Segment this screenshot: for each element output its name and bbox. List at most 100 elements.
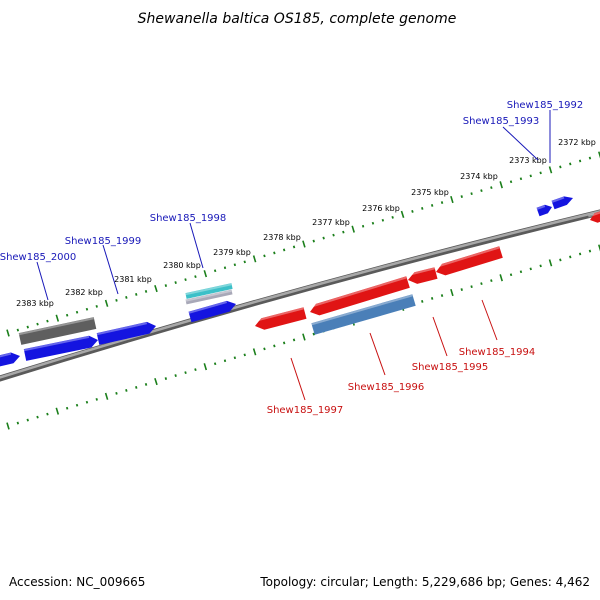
- gene-reverse-edge-feature[interactable]: [588, 210, 600, 223]
- bottom-row-major-tick: [203, 363, 208, 371]
- gene-leader-line: [369, 332, 386, 376]
- tick-label: 2379 kbp: [213, 248, 251, 257]
- bottom-row-minor-tick: [460, 288, 463, 291]
- bottom-row-major-tick: [55, 407, 60, 415]
- bottom-row-minor-tick: [529, 267, 532, 271]
- top-row-major-tick: [302, 240, 306, 248]
- gene-label-shew185-1992[interactable]: Shew185_1992: [507, 100, 584, 111]
- bottom-row-minor-tick: [135, 386, 138, 389]
- bottom-row-minor-tick: [164, 377, 168, 380]
- bottom-row-minor-tick: [263, 347, 266, 351]
- bottom-row-minor-tick: [470, 285, 473, 289]
- gene-leader-line: [432, 316, 448, 357]
- gene-gray-feature[interactable]: [18, 317, 97, 345]
- top-row-major-tick: [400, 210, 405, 218]
- bottom-row-minor-tick: [144, 383, 148, 386]
- gene-cyan-feature[interactable]: [185, 283, 233, 299]
- top-row-minor-tick: [480, 189, 483, 193]
- tick-label: 2382 kbp: [65, 288, 103, 297]
- gene-shew185-1997-feature[interactable]: [253, 307, 307, 330]
- bottom-row-minor-tick: [480, 282, 483, 286]
- gene-label-shew185-1993[interactable]: Shew185_1993: [463, 116, 540, 127]
- gene-shew185-1998-feature[interactable]: [188, 300, 237, 323]
- bottom-row-minor-tick: [213, 362, 217, 366]
- gene-gray-small-feature[interactable]: [185, 289, 233, 305]
- top-row-major-tick: [351, 225, 355, 233]
- bottom-row-minor-tick: [233, 356, 237, 360]
- bottom-row-minor-tick: [65, 406, 69, 410]
- gene-shew185-1995-feature[interactable]: [406, 267, 438, 284]
- top-row-minor-tick: [460, 195, 463, 198]
- tick-row-bottom: [6, 244, 600, 430]
- bottom-row-minor-tick: [36, 415, 39, 419]
- gene-steel-feature[interactable]: [311, 294, 416, 335]
- tick-label: 2372 kbp: [558, 138, 596, 147]
- accession-label: Accession: NC_009665: [9, 575, 146, 589]
- top-row-minor-tick: [135, 293, 138, 296]
- top-row-minor-tick: [381, 218, 385, 222]
- gene-label-shew185-1996[interactable]: Shew185_1996: [348, 382, 425, 393]
- gene-shew185-1993-feature[interactable]: [536, 204, 553, 217]
- top-row-minor-tick: [509, 180, 513, 184]
- top-row-minor-tick: [85, 307, 89, 311]
- top-row-minor-tick: [243, 260, 246, 264]
- bottom-row-minor-tick: [282, 341, 286, 345]
- bottom-row-minor-tick: [194, 368, 197, 372]
- top-row-major-tick: [55, 314, 60, 322]
- gene-label-shew185-1994[interactable]: Shew185_1994: [459, 347, 536, 358]
- bottom-row-minor-tick: [430, 297, 434, 300]
- gene-label-shew185-1997[interactable]: Shew185_1997: [267, 405, 344, 416]
- tick-label: 2375 kbp: [411, 188, 449, 197]
- bottom-row-minor-tick: [85, 400, 89, 404]
- map-title: Shewanella baltica OS185, complete genom…: [138, 11, 457, 27]
- top-row-minor-tick: [292, 245, 296, 249]
- gene-shew185-1996-feature[interactable]: [307, 276, 410, 316]
- top-row-minor-tick: [430, 204, 434, 207]
- gene-shew185-1992-feature[interactable]: [551, 196, 574, 210]
- top-row-minor-tick: [144, 290, 148, 293]
- top-row-minor-tick: [194, 275, 197, 279]
- top-row-minor-tick: [16, 328, 20, 332]
- top-row-minor-tick: [125, 296, 128, 299]
- gene-label-shew185-1999[interactable]: Shew185_1999: [65, 236, 142, 247]
- gene-leader-line: [290, 357, 306, 401]
- top-row-minor-tick: [312, 239, 315, 243]
- gene-label-shew185-1995[interactable]: Shew185_1995: [412, 362, 489, 373]
- bottom-row-minor-tick: [292, 338, 296, 342]
- bottom-row-minor-tick: [243, 353, 246, 357]
- top-row-minor-tick: [164, 284, 168, 287]
- top-row-minor-tick: [115, 298, 118, 302]
- bottom-row-minor-tick: [588, 249, 592, 253]
- top-row-major-tick: [450, 195, 454, 204]
- gene-label-shew185-1998[interactable]: Shew185_1998: [150, 213, 227, 224]
- top-row-minor-tick: [213, 269, 217, 273]
- gene-shew185-2000-feature[interactable]: [23, 335, 98, 361]
- tick-label: 2383 kbp: [16, 299, 54, 308]
- top-row-major-tick: [104, 299, 109, 307]
- gene-shew185-2001[interactable]: [0, 352, 20, 368]
- bottom-row-minor-tick: [75, 403, 79, 407]
- top-row-minor-tick: [223, 266, 227, 270]
- tick-label: 2374 kbp: [460, 172, 498, 181]
- gene-shew185-1994-feature[interactable]: [433, 246, 503, 276]
- tick-label: 2381 kbp: [114, 275, 152, 284]
- gene-shew185-1999-feature[interactable]: [96, 321, 156, 345]
- top-row-minor-tick: [263, 254, 266, 258]
- bottom-row-major-tick: [6, 422, 10, 430]
- bottom-row-major-tick: [450, 288, 454, 297]
- tick-label: 2377 kbp: [312, 218, 350, 227]
- bottom-row-minor-tick: [509, 273, 513, 277]
- top-row-major-tick: [252, 255, 257, 263]
- bottom-row-minor-tick: [115, 391, 118, 395]
- top-row-minor-tick: [174, 281, 177, 284]
- top-row-major-tick: [154, 284, 158, 293]
- bottom-row-minor-tick: [184, 371, 187, 375]
- bottom-row-major-tick: [154, 377, 158, 386]
- top-row-minor-tick: [342, 230, 345, 234]
- genome-backbone: [0, 209, 600, 382]
- top-row-minor-tick: [588, 156, 592, 160]
- gene-label-shew185-2000[interactable]: Shew185_2000: [0, 252, 76, 263]
- top-row-minor-tick: [273, 251, 276, 255]
- tick-label: 2376 kbp: [362, 204, 400, 213]
- top-row-minor-tick: [411, 210, 414, 213]
